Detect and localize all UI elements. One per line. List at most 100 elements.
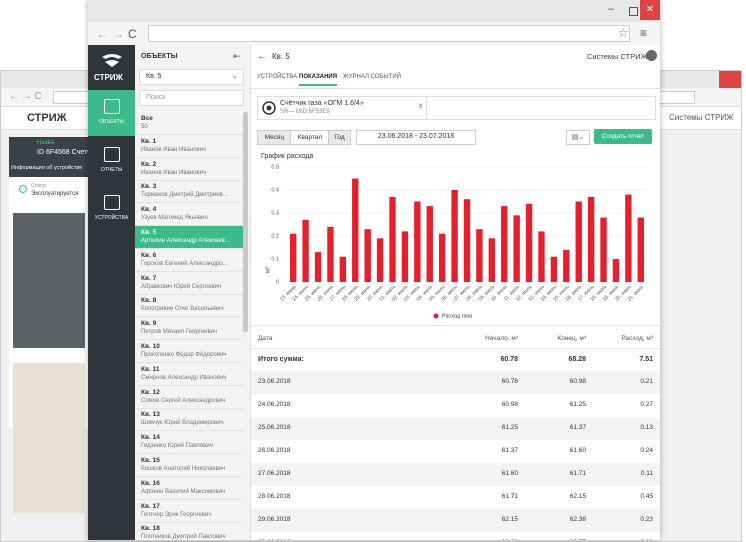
map[interactable] bbox=[13, 363, 85, 513]
search-box[interactable]: Поиск bbox=[139, 90, 244, 106]
scrollbar[interactable] bbox=[243, 112, 248, 332]
bar bbox=[587, 196, 595, 282]
object-name: Кв. 1 bbox=[141, 137, 157, 145]
tab[interactable]: ПОКАЗАНИЯ bbox=[299, 74, 338, 86]
tab[interactable]: ЖУРНАЛ СОБЫТИЙ bbox=[343, 74, 401, 80]
table-cell: 62.15 bbox=[569, 493, 586, 500]
object-item[interactable]: Кв. 17 Гептнер Эрик Георгиевич bbox=[135, 500, 243, 523]
device-select[interactable]: Счётчик газа «ОГМ 1.6/4» SR— MID:6F53E9 … bbox=[257, 96, 427, 120]
table-cell: 25.06.2018 bbox=[258, 424, 291, 431]
y-tick-label: 0.4 bbox=[271, 187, 279, 193]
objects-panel: ОБЪЕКТЫ ⇤ Кв. 5 ⌄ Поиск Все 50 Кв. 1 Иванов… bbox=[135, 45, 251, 540]
table-cell: 0.13 bbox=[640, 424, 653, 431]
object-item[interactable]: Кв. 7 Абрамович Юрий Сергеевич bbox=[135, 272, 243, 295]
url-field[interactable] bbox=[148, 25, 630, 42]
nav-arrows[interactable]: ←→C bbox=[96, 27, 141, 41]
object-owner: Гептнер Эрик Георгиевич bbox=[141, 511, 212, 518]
account[interactable]: Системы СТРИЖ bbox=[587, 52, 648, 61]
object-owner: Узуев Магомед Якьявич bbox=[141, 215, 208, 222]
table-row: 25.06.2018 61.25 61.37 0.13 bbox=[251, 417, 660, 440]
close-button[interactable]: ✕ bbox=[640, 0, 660, 20]
nav-item[interactable]: ОТЧЕТЫ bbox=[88, 138, 135, 184]
bar bbox=[426, 206, 433, 282]
account[interactable]: Системы СТРИЖ bbox=[669, 113, 734, 122]
bar bbox=[600, 217, 607, 282]
menu[interactable]: ≡ bbox=[640, 26, 648, 40]
table-cell: 60.98 bbox=[569, 378, 586, 385]
maximize[interactable] bbox=[629, 7, 638, 16]
object-owner: Кологривин Олег Васильевич bbox=[141, 306, 224, 313]
bookmark[interactable]: ☆ bbox=[618, 26, 629, 40]
object-item[interactable]: Кв. 3 Тормаков Дмитрий Дмитриев... bbox=[135, 180, 243, 204]
table-row: 29.06.2018 62.15 62.38 0.23 bbox=[251, 509, 660, 532]
select-arrow: ⌄ bbox=[232, 73, 238, 80]
bar bbox=[290, 233, 297, 282]
legend-label: Расход газа bbox=[442, 313, 473, 319]
object-item[interactable]: Все 50 bbox=[135, 112, 243, 135]
object-name: Кв. 12 bbox=[141, 388, 160, 396]
close-button[interactable] bbox=[719, 71, 741, 88]
table-cell: 61.71 bbox=[569, 470, 586, 477]
object-item[interactable]: Кв. 11 Смирнов Александр Иванович bbox=[135, 363, 243, 386]
meter-photo bbox=[13, 213, 85, 348]
object-item[interactable]: Кв. 2 Иванов Иван Иванович bbox=[135, 158, 243, 181]
select-value: Кв. 5 bbox=[146, 73, 162, 80]
bar bbox=[513, 215, 520, 282]
table-cell: 61.71 bbox=[501, 493, 518, 500]
object-name: Все bbox=[141, 115, 153, 122]
collapse[interactable]: ⇤ bbox=[233, 51, 241, 61]
back[interactable]: ← bbox=[257, 51, 267, 62]
period-button[interactable]: Год bbox=[328, 130, 351, 145]
date-range[interactable]: 23.06.2018 - 23.07.2018 bbox=[356, 130, 476, 145]
object-owner: Иванов Иван Иванович bbox=[141, 146, 207, 153]
object-item[interactable]: Кв. 4 Узуев Магомед Якьявич bbox=[135, 203, 243, 227]
object-item[interactable]: Кв. 12 Сомов Сергей Александрович bbox=[135, 386, 243, 409]
object-item[interactable]: Кв. 15 Кишков Анатолий Николаевич bbox=[135, 454, 243, 477]
table-cell: 61.25 bbox=[501, 424, 518, 431]
object-item[interactable]: Кв. 6 Горохов Евгений Александро... bbox=[135, 249, 243, 272]
export-button[interactable]: ▤⌄ bbox=[566, 130, 590, 145]
bar bbox=[314, 252, 322, 282]
device-icon bbox=[262, 101, 276, 115]
object-name: Кв. 14 bbox=[141, 434, 160, 442]
nav-item[interactable]: ОБЪЕКТЫ bbox=[88, 90, 135, 136]
object-name: Кв. 3 bbox=[141, 183, 157, 191]
object-name: Кв. 13 bbox=[141, 411, 160, 419]
object-item[interactable]: Кв. 5 Артюхин Александр Алексеев... bbox=[135, 226, 243, 249]
tab[interactable]: УСТРОЙСТВА bbox=[257, 74, 298, 80]
object-owner: Тормаков Дмитрий Дмитриев... bbox=[141, 192, 228, 199]
object-item[interactable]: Кв. 10 Прокопенко Фёдор Фёдорович bbox=[135, 340, 243, 363]
object-item[interactable]: Кв. 14 Гидзенко Юрий Павлович bbox=[135, 431, 243, 455]
object-name: Кв. 17 bbox=[141, 502, 160, 510]
object-item[interactable]: Кв. 16 Афонин Василий Максимович bbox=[135, 477, 243, 500]
date-range-text: 23.06.2018 - 23.07.2018 bbox=[377, 133, 455, 140]
y-tick-label: 0.2 bbox=[271, 233, 279, 239]
create-report-button[interactable]: Создать отчет bbox=[594, 129, 652, 144]
period-button[interactable]: Месяц bbox=[257, 130, 292, 145]
bar bbox=[476, 229, 483, 282]
bar bbox=[563, 249, 570, 282]
object-item[interactable]: Кв. 9 Петров Михаил Георгиевич bbox=[135, 317, 243, 341]
status-value: Эксплуатируется bbox=[31, 191, 79, 197]
info-tab[interactable]: Информация об устройстве bbox=[11, 165, 83, 171]
avatar[interactable] bbox=[646, 50, 657, 61]
nav-arrows[interactable]: ← → C bbox=[9, 91, 42, 102]
minimize[interactable]: – bbox=[608, 3, 615, 15]
bar bbox=[438, 233, 446, 282]
nav-item[interactable]: УСТРОЙСТВА bbox=[88, 186, 135, 232]
period-button[interactable]: Квартал bbox=[290, 130, 330, 145]
object-item[interactable]: Кв. 18 Плотников Дмитрий Павлович bbox=[135, 522, 243, 540]
device-label: Назва bbox=[37, 140, 54, 146]
object-name: Кв. 7 bbox=[141, 274, 157, 282]
table-cell: 29.06.2018 bbox=[258, 516, 291, 523]
object-owner: Сомов Сергей Александрович bbox=[141, 397, 226, 404]
object-select[interactable]: Кв. 5 ⌄ bbox=[139, 69, 244, 85]
logo: СТРИЖ bbox=[27, 112, 67, 124]
object-item[interactable]: Кв. 13 Шимчук Юрий Владимирович bbox=[135, 408, 243, 432]
bar bbox=[612, 259, 620, 282]
table-cell: Дата bbox=[258, 335, 273, 342]
object-item[interactable]: Кв. 8 Кологривин Олег Васильевич bbox=[135, 294, 243, 318]
bar bbox=[488, 238, 496, 282]
object-item[interactable]: Кв. 1 Иванов Иван Иванович bbox=[135, 135, 243, 158]
